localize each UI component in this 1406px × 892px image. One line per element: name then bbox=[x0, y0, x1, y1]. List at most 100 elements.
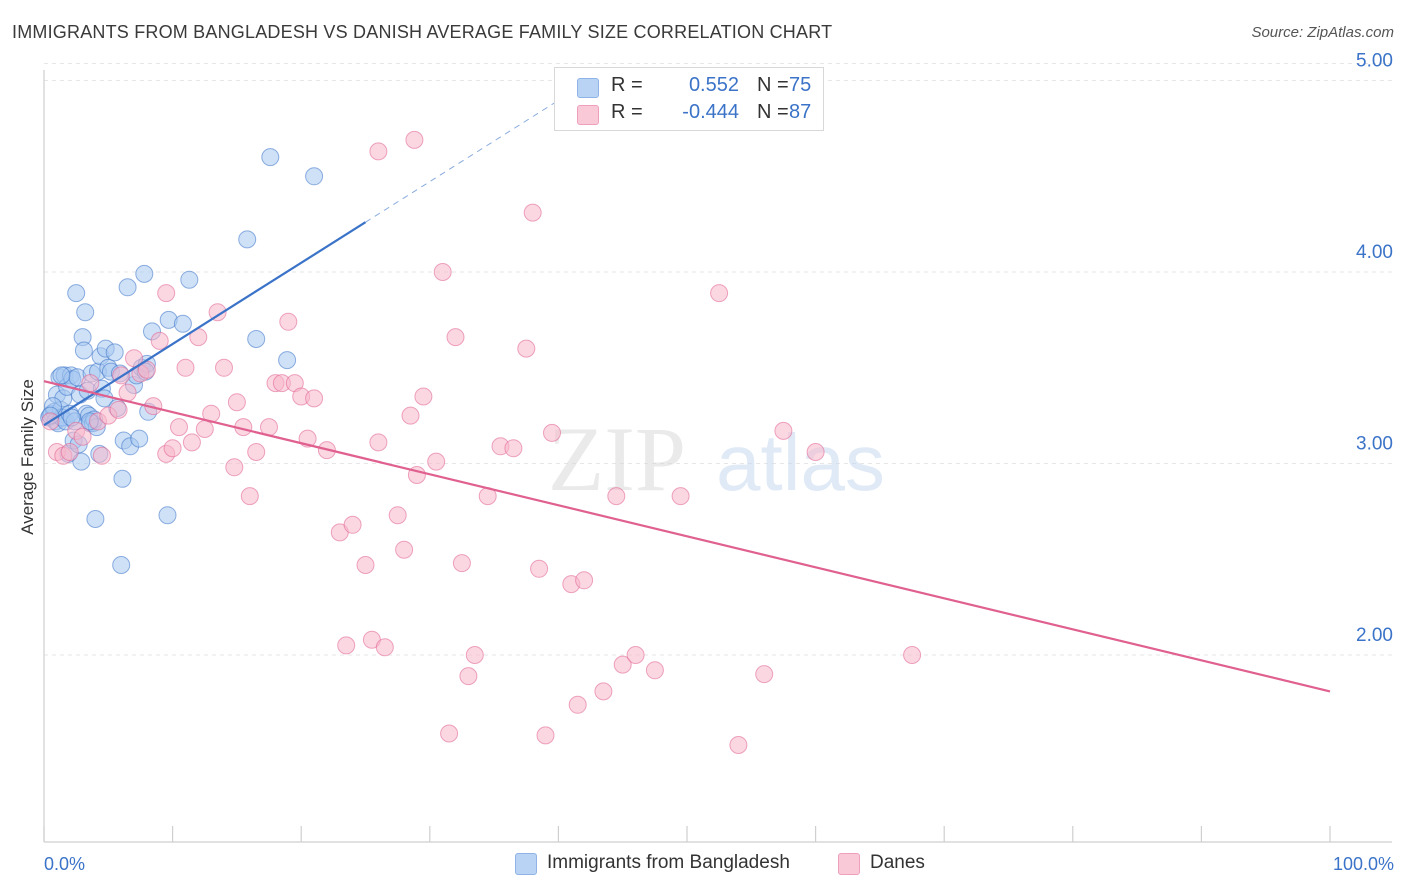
chart-title: IMMIGRANTS FROM BANGLADESH VS DANISH AVE… bbox=[12, 22, 833, 42]
legend-n-value: 75 bbox=[789, 74, 812, 96]
bangladesh-point bbox=[278, 351, 297, 370]
legend-r-value: 0.552 bbox=[688, 74, 739, 96]
danes-point bbox=[176, 358, 195, 377]
danes-point bbox=[195, 420, 214, 438]
axes bbox=[43, 70, 1392, 843]
danes-point bbox=[118, 383, 137, 402]
danes-point bbox=[60, 443, 79, 461]
y-tick-labels: 2.00 3.00 4.00 5.00 bbox=[1356, 51, 1393, 647]
danes-point bbox=[568, 695, 587, 714]
danes-point bbox=[607, 487, 626, 506]
bangladesh-point bbox=[67, 284, 86, 303]
danes-point bbox=[755, 665, 774, 684]
danes-point bbox=[109, 400, 128, 419]
danes-point bbox=[671, 487, 690, 506]
danes-point bbox=[446, 328, 465, 347]
danes-point bbox=[369, 142, 388, 161]
danes-point bbox=[337, 636, 356, 655]
y-axis-label: Average Family Size bbox=[18, 379, 37, 535]
bottom-legend-label: Danes bbox=[870, 852, 925, 873]
legend-n-label: N = bbox=[757, 101, 789, 123]
bangladesh-point bbox=[105, 343, 124, 362]
bangladesh-point bbox=[135, 264, 154, 283]
x-ticks bbox=[43, 826, 1331, 842]
danes-point bbox=[774, 421, 793, 440]
bangladesh-point bbox=[113, 469, 132, 488]
danes-point bbox=[182, 433, 201, 452]
danes-point bbox=[356, 556, 375, 574]
legend-n-value: 87 bbox=[789, 101, 812, 123]
grid-lines bbox=[44, 63, 1392, 656]
bangladesh-point bbox=[76, 303, 95, 322]
danes-point bbox=[247, 443, 266, 461]
bangladesh-point bbox=[72, 452, 91, 471]
x-tick-label-max: 100.0% bbox=[1333, 854, 1394, 874]
bottom-legend-swatch-bangladesh bbox=[515, 853, 537, 875]
x-tick-label-min: 0.0% bbox=[44, 854, 85, 874]
bangladesh-point bbox=[238, 230, 257, 249]
danes-point bbox=[163, 439, 182, 458]
legend-n-label: N = bbox=[757, 74, 789, 96]
danes-point bbox=[517, 339, 536, 358]
danes-point bbox=[208, 303, 227, 322]
danes-point bbox=[575, 571, 594, 590]
danes-point bbox=[170, 418, 188, 437]
bottom-legend-swatch-danes bbox=[838, 853, 860, 875]
danes-point bbox=[395, 540, 414, 559]
bangladesh-point bbox=[261, 148, 280, 167]
danes-point bbox=[240, 487, 259, 506]
legend-r-label: R = bbox=[611, 101, 643, 123]
bangladesh-point bbox=[112, 556, 131, 574]
danes-point bbox=[73, 427, 92, 446]
danes-point bbox=[536, 726, 555, 745]
danes-point bbox=[369, 433, 388, 452]
danes-point bbox=[375, 638, 394, 657]
danes-point bbox=[903, 646, 922, 664]
bangladesh-point bbox=[86, 510, 105, 528]
y-tick-label: 2.00 bbox=[1356, 625, 1393, 646]
danes-point bbox=[305, 389, 324, 408]
bangladesh-point bbox=[173, 314, 192, 333]
danes-point bbox=[710, 284, 729, 303]
bangladesh-point bbox=[180, 270, 199, 289]
danes-point bbox=[401, 406, 420, 425]
trend-line-danes bbox=[43, 380, 1331, 693]
legend-swatch-bangladesh bbox=[577, 78, 599, 98]
y-tick-label: 3.00 bbox=[1356, 434, 1393, 455]
danes-point bbox=[645, 661, 664, 680]
danes-point bbox=[125, 349, 143, 368]
danes-point bbox=[405, 130, 424, 149]
bangladesh-point bbox=[52, 366, 71, 385]
danes-point bbox=[81, 374, 100, 393]
danes-point bbox=[215, 358, 233, 377]
bangladesh-point bbox=[158, 506, 177, 525]
danes-point bbox=[279, 312, 298, 331]
legend-r-value: -0.444 bbox=[682, 101, 739, 123]
bangladesh-point bbox=[305, 167, 324, 186]
danes-point bbox=[388, 506, 407, 525]
danes-point bbox=[343, 515, 362, 534]
legend-swatch-danes bbox=[577, 105, 599, 125]
legend-r-label: R = bbox=[611, 74, 643, 96]
danes-point bbox=[157, 284, 176, 303]
trend-line-bangladesh-extension bbox=[365, 83, 585, 223]
danes-point bbox=[459, 667, 478, 686]
danes-point bbox=[227, 393, 246, 412]
bangladesh-point bbox=[247, 330, 266, 348]
watermark: ZIP atlas bbox=[548, 408, 885, 510]
danes-point bbox=[626, 646, 645, 664]
y-tick-label: 4.00 bbox=[1356, 242, 1393, 263]
danes-point bbox=[427, 452, 446, 471]
danes-point bbox=[465, 646, 484, 664]
danes-point bbox=[433, 263, 452, 281]
bangladesh-point bbox=[118, 278, 137, 297]
trend-lines bbox=[43, 83, 1331, 693]
danes-point bbox=[414, 387, 433, 406]
bangladesh-point bbox=[74, 341, 93, 360]
y-tick-label: 5.00 bbox=[1356, 51, 1393, 72]
series-danes-points bbox=[41, 130, 922, 754]
danes-point bbox=[92, 446, 111, 465]
danes-point bbox=[504, 439, 523, 458]
danes-point bbox=[729, 736, 748, 754]
